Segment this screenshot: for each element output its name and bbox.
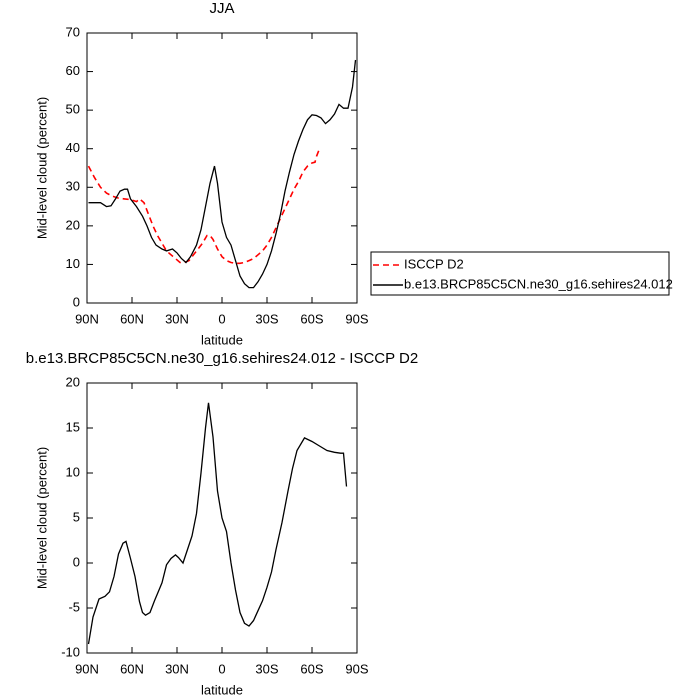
- y-tick-label: -5: [68, 599, 80, 614]
- y-tick-label: 70: [66, 24, 80, 39]
- x-tick-label: 30N: [165, 661, 189, 676]
- y-tick-label: 15: [66, 419, 80, 434]
- legend-label: b.e13.BRCP85C5CN.ne30_g16.sehires24.012: [404, 276, 673, 291]
- x-tick-label: 30S: [255, 311, 278, 326]
- y-tick-label: 0: [73, 554, 80, 569]
- x-tick-label: 0: [218, 311, 225, 326]
- x-tick-label: 90S: [345, 311, 368, 326]
- x-tick-label: 60N: [120, 661, 144, 676]
- legend-box: [370, 251, 670, 296]
- y-tick-label: 5: [73, 509, 80, 524]
- chart-title: b.e13.BRCP85C5CN.ne30_g16.sehires24.012 …: [26, 350, 418, 367]
- y-tick-label: 50: [66, 102, 80, 117]
- y-tick-label: 20: [66, 217, 80, 232]
- x-tick-label: 90N: [75, 661, 99, 676]
- chart-title: JJA: [209, 0, 234, 17]
- y-tick-label: 60: [66, 63, 80, 78]
- legend-label: ISCCP D2: [404, 256, 464, 271]
- x-tick-label: 0: [218, 661, 225, 676]
- y-axis-label: Mid-level cloud (percent): [34, 97, 49, 239]
- plot-frame: [86, 32, 358, 304]
- series-line: [88, 59, 357, 289]
- plot-frame: [86, 382, 358, 654]
- x-tick-label: 60S: [300, 661, 323, 676]
- x-axis-label: latitude: [201, 682, 243, 697]
- y-tick-label: 20: [66, 374, 80, 389]
- series-line: [87, 402, 348, 645]
- x-axis-label: latitude: [201, 332, 243, 347]
- y-tick-label: -10: [61, 644, 80, 659]
- y-tick-label: 30: [66, 179, 80, 194]
- x-tick-label: 30S: [255, 661, 278, 676]
- x-tick-label: 60N: [120, 311, 144, 326]
- y-tick-label: 40: [66, 140, 80, 155]
- x-tick-label: 90N: [75, 311, 99, 326]
- y-tick-label: 0: [73, 294, 80, 309]
- x-tick-label: 60S: [300, 311, 323, 326]
- x-tick-label: 90S: [345, 661, 368, 676]
- series-line: [87, 148, 321, 265]
- x-tick-label: 30N: [165, 311, 189, 326]
- y-tick-label: 10: [66, 256, 80, 271]
- y-axis-label: Mid-level cloud (percent): [34, 447, 49, 589]
- y-tick-label: 10: [66, 464, 80, 479]
